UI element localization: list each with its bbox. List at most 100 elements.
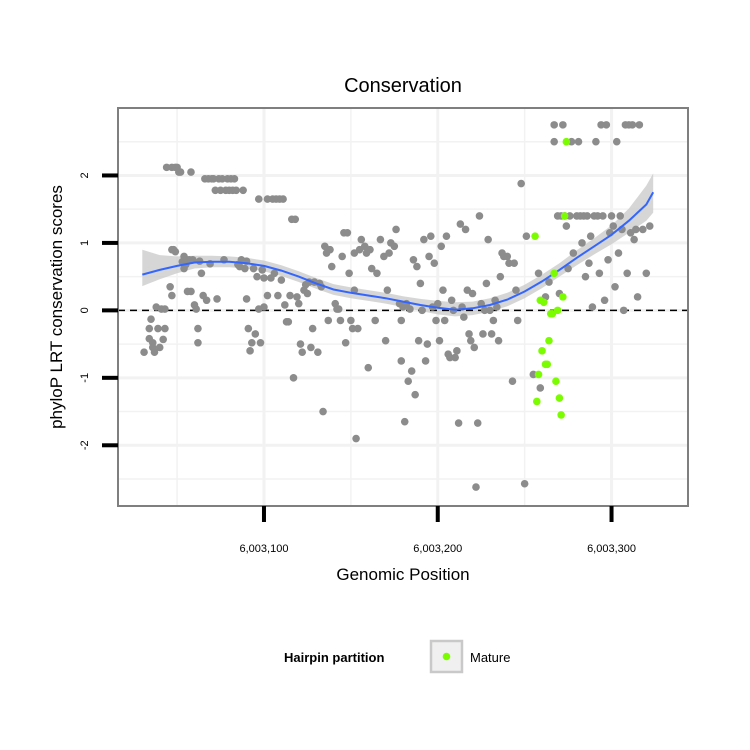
mature-point — [543, 360, 552, 369]
background-point — [296, 340, 305, 348]
background-point — [371, 316, 379, 325]
background-point — [270, 269, 279, 278]
background-point — [326, 245, 334, 254]
mature-point — [533, 397, 541, 406]
background-point — [440, 316, 449, 325]
background-point — [155, 343, 164, 352]
mature-point — [534, 370, 543, 379]
background-point — [465, 330, 473, 338]
background-point — [503, 252, 512, 261]
background-point — [585, 259, 593, 267]
background-point — [154, 324, 162, 333]
background-point — [623, 269, 631, 278]
background-point — [480, 306, 489, 315]
background-point — [298, 348, 307, 356]
background-point — [194, 338, 202, 347]
legend-title: Hairpin partition — [284, 650, 384, 665]
background-point — [451, 353, 459, 362]
background-point — [162, 163, 171, 172]
background-point — [578, 239, 586, 247]
background-point — [586, 232, 595, 240]
background-point — [338, 252, 346, 261]
background-point — [496, 272, 505, 281]
background-point — [632, 225, 640, 234]
background-point — [383, 286, 392, 294]
background-point — [593, 212, 602, 220]
background-point — [258, 266, 267, 274]
y-axis-label: phyloP LRT conservation scores — [47, 185, 66, 429]
background-point — [407, 367, 416, 375]
background-point — [251, 330, 260, 338]
mature-point — [545, 336, 553, 345]
background-point — [466, 336, 475, 345]
background-point — [574, 137, 583, 146]
x-tick-label: 6,003,100 — [240, 543, 289, 555]
background-point — [522, 232, 531, 240]
background-point — [628, 121, 637, 129]
background-point — [414, 336, 423, 345]
legend-key-mature-point — [442, 652, 451, 661]
background-point — [248, 338, 256, 347]
background-point — [230, 175, 239, 183]
mature-point — [538, 347, 546, 355]
background-point — [564, 264, 572, 273]
background-point — [456, 220, 465, 228]
background-point — [602, 121, 611, 129]
background-point — [294, 299, 303, 308]
background-point — [430, 259, 439, 267]
background-point — [633, 293, 642, 301]
background-point — [614, 249, 623, 257]
mature-point — [550, 269, 558, 278]
background-point — [376, 235, 385, 244]
background-point — [336, 316, 345, 325]
background-point — [566, 212, 574, 220]
background-point — [202, 296, 211, 305]
background-point — [635, 121, 644, 129]
background-point — [595, 269, 604, 278]
background-point — [242, 295, 251, 303]
background-point — [508, 377, 517, 386]
background-point — [433, 299, 442, 308]
background-point — [364, 363, 373, 372]
background-point — [411, 390, 419, 399]
background-point — [607, 212, 616, 220]
background-point — [604, 255, 612, 264]
background-point — [195, 257, 204, 265]
background-point — [397, 316, 406, 325]
loess-line — [142, 191, 655, 311]
background-point — [630, 235, 638, 244]
background-point — [487, 330, 496, 338]
background-point — [232, 186, 240, 195]
background-point — [254, 195, 263, 203]
background-point — [263, 291, 272, 300]
background-point — [140, 348, 148, 356]
background-point — [244, 324, 253, 333]
background-point — [512, 286, 520, 294]
plot-panel — [117, 107, 689, 507]
background-point — [161, 305, 169, 313]
gridlines — [118, 108, 688, 506]
x-axis: 6,003,100 6,003,200 6,003,300 — [240, 506, 636, 555]
legend: Hairpin partition Mature — [284, 639, 510, 674]
background-point — [390, 242, 399, 251]
background-point — [274, 291, 282, 300]
background-point — [187, 287, 195, 296]
background-point — [505, 259, 513, 267]
y-axis: -2 -1 0 1 2 — [79, 172, 118, 450]
background-point — [473, 419, 482, 427]
background-point — [218, 175, 227, 183]
x-axis-label: Genomic Position — [336, 565, 469, 584]
background-point — [413, 262, 421, 271]
background-point — [392, 225, 400, 234]
background-point — [470, 343, 479, 352]
background-point — [289, 374, 298, 382]
background-point — [559, 121, 567, 129]
background-point — [493, 303, 501, 311]
background-point — [406, 305, 414, 313]
background-point — [609, 222, 618, 230]
background-point — [569, 249, 578, 257]
background-point — [176, 168, 185, 176]
background-point — [567, 137, 576, 146]
background-point — [211, 186, 220, 195]
